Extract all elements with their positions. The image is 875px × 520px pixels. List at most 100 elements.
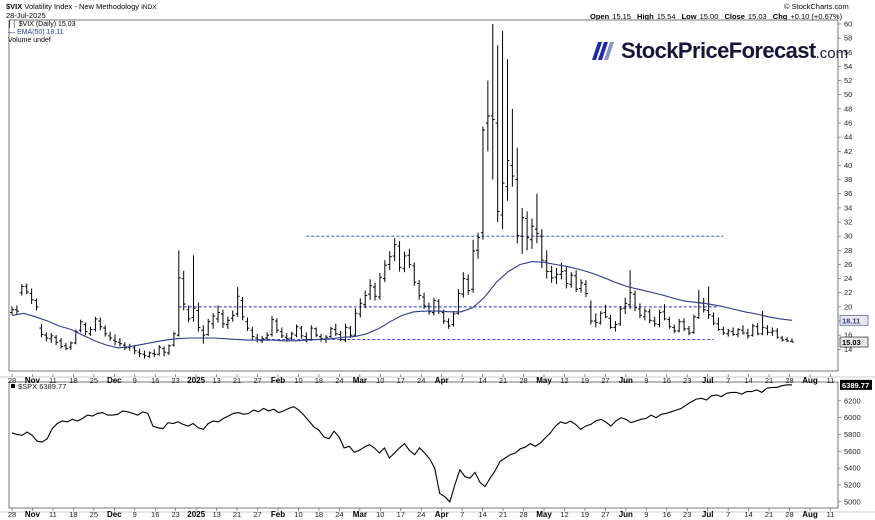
ohlc-bar (220, 309, 225, 329)
ohlc-bar (480, 126, 485, 240)
vix-y-tick-label: 42 (844, 147, 852, 156)
ohlc-bar (471, 239, 476, 293)
ohlc-bar (157, 345, 162, 356)
ohlc-bar (426, 302, 431, 315)
ohlc-bar (657, 309, 662, 328)
ohlc-bar (706, 286, 711, 319)
vix-y-tick-label: 32 (844, 218, 852, 227)
vix-x-tick-label: Jun (619, 376, 633, 385)
ohlc-bar (682, 318, 687, 331)
chart-date: 28-Jul-2025 (6, 11, 46, 20)
spx-x-tick-label: 9 (644, 510, 648, 519)
ema-last-value-badge: 18.11 (839, 314, 869, 326)
ohlc-bar (569, 272, 574, 288)
ohlc-bar (211, 313, 216, 329)
ohlc-bar (206, 318, 211, 336)
vix-x-tick-label: 21 (233, 376, 241, 385)
ohlc-bar (623, 297, 628, 314)
ohlc-bar (667, 316, 672, 329)
ohlc-bar (108, 331, 113, 341)
vix-x-tick-label: 16 (151, 376, 159, 385)
ohlc-bar (265, 332, 270, 341)
legend-price: ││ $VIX (Daily) 15.03 (8, 21, 76, 28)
ohlc-bar (176, 250, 181, 337)
ohlc-bar (358, 298, 363, 318)
ohlc-bar (431, 297, 436, 316)
ohlc-bar (554, 267, 559, 285)
spx-y-tick-label: 5400 (844, 464, 861, 473)
ohlc-bar (652, 316, 657, 327)
ohlc-bar (755, 323, 760, 336)
spx-x-tick-label: 10 (376, 510, 384, 519)
vix-x-tick-label: Apr (435, 376, 449, 385)
ohlc-bar (647, 309, 652, 324)
vix-x-tick-label: Mar (353, 376, 367, 385)
spx-y-tick-label: 5800 (844, 430, 861, 439)
ohlc-bar (98, 317, 103, 331)
spx-y-tick-label: 5600 (844, 447, 861, 456)
vix-y-tick-label: 30 (844, 232, 852, 241)
vix-x-tick-label: 24 (417, 376, 425, 385)
ohlc-bar (397, 241, 402, 272)
ohlc-bar (456, 289, 461, 315)
ohlc-bar (216, 305, 221, 323)
vix-x-tick-label: 28 (8, 376, 16, 385)
ohlc-bar (476, 232, 481, 259)
line-icon: — (8, 29, 15, 36)
vix-y-tick-label: 24 (844, 274, 852, 283)
ohlc-bar (461, 272, 466, 298)
spx-last-value-badge: 6389.77 (840, 379, 872, 390)
ohlc-bar (726, 328, 731, 337)
ohlc-bar (691, 314, 696, 334)
ohlc-bar (19, 284, 24, 296)
ohlc-bar (186, 305, 191, 323)
ohlc-bar (382, 260, 387, 283)
vix-x-tick-label: 11 (49, 376, 57, 385)
ohlc-bar (603, 304, 608, 319)
ohlc-bar (539, 229, 544, 268)
spx-x-tick-label: 10 (294, 510, 302, 519)
ohlc-bar (637, 303, 642, 319)
spx-x-tick-label: Aug (802, 510, 818, 519)
ohlc-bar (422, 292, 427, 310)
ohlc-bar (299, 325, 304, 339)
vix-y-tick-label: 38 (844, 175, 852, 184)
vix-x-tick-label: 28 (785, 376, 793, 385)
ohlc-bar (279, 327, 284, 339)
ohlc-bar (417, 280, 422, 300)
ohlc-bar (132, 345, 137, 355)
slash-logo-icon (592, 42, 616, 65)
spx-x-tick-label: 7 (726, 510, 730, 519)
spx-x-tick-label: Dec (107, 510, 122, 519)
ohlc-bar (93, 316, 98, 332)
ohlc-bar (63, 342, 68, 351)
ohlc-bar (343, 323, 348, 343)
ohlc-bar (377, 272, 382, 300)
ohlc-bar (353, 308, 358, 336)
vix-x-tick-label: Jul (702, 376, 714, 385)
site-logo[interactable]: StockPriceForecast.com (592, 38, 848, 65)
ohlc-bar (333, 323, 338, 336)
ohlc-bar (29, 288, 34, 305)
symbol: $VIX (6, 2, 23, 11)
ohlc-bar (466, 274, 471, 295)
spx-x-tick-label: Nov (25, 510, 41, 519)
ohlc-bar (122, 342, 127, 351)
spx-x-tick-label: 19 (581, 510, 589, 519)
ohlc-bar (662, 304, 667, 321)
ohlc-bar (373, 282, 378, 301)
ohlc-bar (103, 325, 108, 337)
vix-x-tick-label: 10 (294, 376, 302, 385)
ohlc-bar (235, 287, 240, 317)
spx-x-tick-label: 16 (663, 510, 671, 519)
ohlc-bar (608, 314, 613, 329)
ohlc-bar (250, 326, 255, 340)
ohlc-bar (196, 302, 201, 332)
vix-y-tick-label: 34 (844, 203, 852, 212)
ohlc-bar (785, 337, 790, 343)
ohlc-bar (510, 108, 515, 187)
legend-ema: — EMA(50) 18.11 (8, 29, 64, 36)
ohlc-bar (181, 270, 186, 311)
ohlc-bar (593, 313, 598, 328)
bar-icon: ││ (8, 21, 17, 28)
